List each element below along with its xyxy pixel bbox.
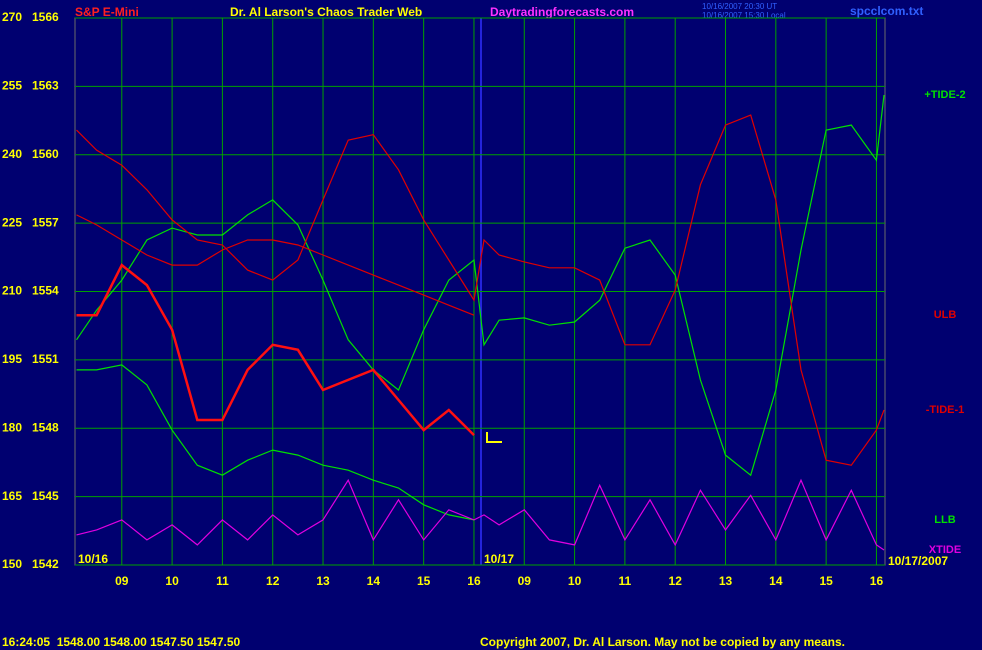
series-line [76,114,885,466]
y-tick-label: 240 [2,147,22,161]
x-tick-label: 09 [115,574,129,588]
x-tick-label: 11 [619,574,632,588]
y2-tick-label: 1557 [32,215,59,229]
y-tick-label: 165 [2,489,22,503]
y-tick-label: 270 [2,10,22,24]
x-tick-label: 16 [870,574,884,588]
x-tick-label: 16 [467,574,481,588]
legend-label: LLB [934,514,955,526]
date-label: 10/17/2007 [888,554,948,568]
y2-tick-label: 1566 [32,10,59,24]
day-label: 10/16 [78,552,108,566]
x-tick-label: 12 [266,574,280,588]
x-tick-label: 15 [417,574,431,588]
series-line [76,214,475,316]
copyright: Copyright 2007, Dr. Al Larson. May not b… [480,635,845,649]
chart-title: Dr. Al Larson's Chaos Trader Web [230,5,422,19]
x-tick-label: 14 [769,574,783,588]
x-tick-label: 15 [819,574,833,588]
y2-tick-label: 1554 [32,284,59,298]
y2-tick-label: 1548 [32,420,59,434]
symbol: S&P E-Mini [75,5,139,19]
file-name: spcclcom.txt [850,4,923,18]
status-line: 16:24:05 1548.00 1548.00 1547.50 1547.50 [2,635,241,649]
x-tick-label: 12 [669,574,683,588]
x-tick-label: 13 [316,574,330,588]
x-tick-label: 13 [719,574,733,588]
y-tick-label: 210 [2,284,22,298]
y2-tick-label: 1560 [32,147,59,161]
y-tick-label: 180 [2,420,22,434]
series-line [76,263,475,436]
cursor-marker [486,432,502,443]
y2-tick-label: 1545 [32,489,59,503]
day-label: 10/17 [484,552,514,566]
y-tick-label: 195 [2,352,22,366]
x-tick-label: 10 [568,574,582,588]
timestamp: 10/16/2007 20:30 UT [702,2,777,11]
legend-label: +TIDE-2 [924,89,965,101]
series-line [76,478,885,551]
x-tick-label: 14 [367,574,381,588]
x-tick-label: 10 [165,574,179,588]
legend-label: ULB [934,309,957,321]
site: Daytradingforecasts.com [490,5,634,19]
timestamp: 10/16/2007 15:30 Local [702,11,786,20]
y2-tick-label: 1563 [32,79,59,93]
y-tick-label: 255 [2,79,22,93]
legend-label: XTIDE [929,544,961,556]
series-line [76,94,885,477]
series-line [76,364,475,521]
legend-label: -TIDE-1 [926,404,965,416]
x-tick-label: 11 [216,574,229,588]
y2-tick-label: 1551 [32,352,59,366]
y-tick-label: 150 [2,557,22,571]
y-tick-label: 225 [2,215,22,229]
x-tick-label: 09 [518,574,532,588]
y2-tick-label: 1542 [32,557,59,571]
